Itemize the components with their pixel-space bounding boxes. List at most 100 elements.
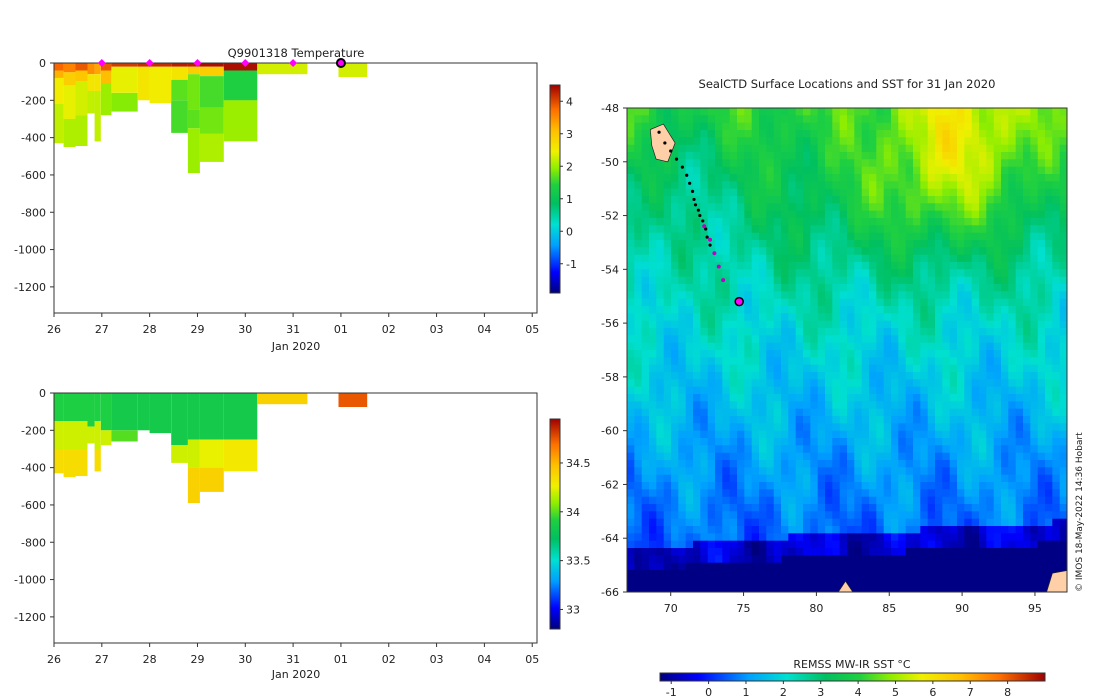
sst-cell — [920, 188, 929, 197]
sst-cell — [971, 511, 980, 520]
sst-cell — [678, 269, 687, 278]
sst-cell — [817, 210, 826, 219]
y-tick-label: -400 — [21, 462, 46, 475]
sst-cell — [634, 460, 643, 468]
sst-cell — [905, 218, 914, 226]
sst-cell — [751, 430, 760, 439]
sst-cell — [817, 401, 826, 410]
sst-cell — [1059, 379, 1067, 388]
sst-cell — [986, 291, 995, 300]
sst-cell — [847, 518, 855, 527]
sst-cell — [693, 291, 701, 300]
sst-cell — [913, 518, 921, 527]
sst-cell — [722, 335, 731, 344]
sst-cell — [993, 511, 1002, 520]
sst-cell — [942, 298, 951, 307]
sst-cell — [927, 137, 936, 146]
sst-cell — [810, 262, 819, 270]
sst-cell — [1015, 269, 1024, 278]
sst-cell — [847, 218, 855, 226]
sst-cell — [737, 320, 745, 329]
sst-cell — [700, 166, 709, 175]
sst-cell — [649, 108, 657, 116]
sst-cell — [627, 584, 635, 592]
sst-cell — [810, 438, 819, 446]
sst-cell — [1015, 467, 1024, 476]
sst-cell — [715, 240, 723, 248]
sst-cell — [729, 247, 738, 256]
sst-cell — [700, 570, 709, 578]
sst-cell — [832, 328, 841, 336]
sst-cell — [663, 489, 672, 498]
sst-cell — [854, 357, 863, 366]
sst-cell — [920, 144, 929, 153]
sst-cell — [942, 504, 951, 512]
sst-cell — [949, 115, 958, 124]
sst-cell — [795, 122, 804, 131]
sst-cell — [1059, 518, 1067, 527]
sst-cell — [993, 122, 1002, 131]
sst-cell — [693, 570, 701, 578]
sst-cell — [663, 298, 672, 307]
sst-cell — [869, 306, 877, 314]
sst-cell — [913, 298, 921, 307]
sst-cell — [1023, 533, 1031, 542]
sst-cell — [927, 416, 936, 424]
sst-cell — [1008, 203, 1017, 212]
sst-cell — [656, 577, 665, 586]
sst-cell — [795, 460, 804, 468]
sst-cell — [979, 350, 987, 358]
sst-cell — [1008, 394, 1017, 402]
sst-cell — [693, 489, 701, 498]
sst-cell — [715, 555, 723, 564]
sst-cell — [913, 394, 921, 402]
sst-cell — [1001, 152, 1009, 160]
sst-cell — [920, 357, 929, 366]
sst-cell — [685, 218, 694, 226]
sst-cell — [935, 188, 943, 197]
profile-cell — [149, 63, 172, 67]
imos-credit: © IMOS 18-May-2022 14:36 Hobart — [1075, 432, 1085, 592]
sst-cell — [1045, 467, 1053, 476]
sst-cell — [1052, 342, 1061, 351]
sst-cell — [817, 386, 826, 395]
sst-cell — [810, 460, 819, 468]
sst-cell — [913, 562, 921, 571]
profile-cell — [223, 70, 258, 101]
sst-cell — [883, 328, 892, 336]
sst-cell — [700, 423, 709, 432]
sst-cell — [979, 408, 987, 417]
sst-cell — [737, 108, 745, 116]
sst-cell — [737, 401, 745, 410]
sst-cell — [722, 562, 731, 571]
sst-cell — [905, 122, 914, 131]
sst-cell — [1037, 174, 1046, 182]
sst-cell — [788, 379, 797, 388]
profile-cell — [75, 421, 88, 449]
sst-cell — [744, 445, 753, 454]
sst-cell — [832, 210, 841, 219]
sst-cell — [656, 166, 665, 175]
sst-cell — [634, 284, 643, 292]
sst-cell — [1015, 562, 1024, 571]
sst-cell — [869, 467, 877, 476]
track-point — [690, 189, 695, 193]
sst-cell — [1052, 364, 1061, 373]
sst-cell — [781, 526, 789, 534]
sst-cell — [898, 342, 907, 351]
sst-cell — [1023, 562, 1031, 571]
sst-cell — [971, 247, 980, 256]
sst-cell — [891, 584, 899, 592]
y-tick-label: -1200 — [14, 611, 46, 624]
sst-cell — [810, 379, 819, 388]
sst-cell — [1023, 408, 1031, 417]
colorbar-tick-label: 3 — [566, 128, 573, 141]
sst-cell — [957, 269, 965, 278]
sst-cell — [788, 188, 797, 197]
sst-cell — [1037, 122, 1046, 131]
sst-cell — [781, 115, 789, 124]
sst-cell — [759, 474, 767, 483]
sst-cell — [1008, 518, 1017, 527]
sst-cell — [1052, 379, 1061, 388]
sst-cell — [634, 188, 643, 197]
